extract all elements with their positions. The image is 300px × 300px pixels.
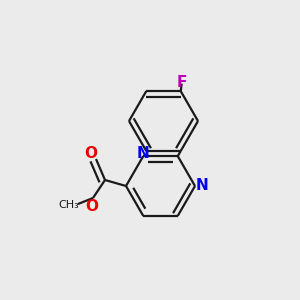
Text: O: O: [85, 199, 98, 214]
Text: N: N: [195, 178, 208, 194]
Text: F: F: [177, 75, 188, 90]
Text: O: O: [84, 146, 97, 161]
Text: N: N: [137, 146, 150, 161]
Text: CH₃: CH₃: [58, 200, 79, 211]
